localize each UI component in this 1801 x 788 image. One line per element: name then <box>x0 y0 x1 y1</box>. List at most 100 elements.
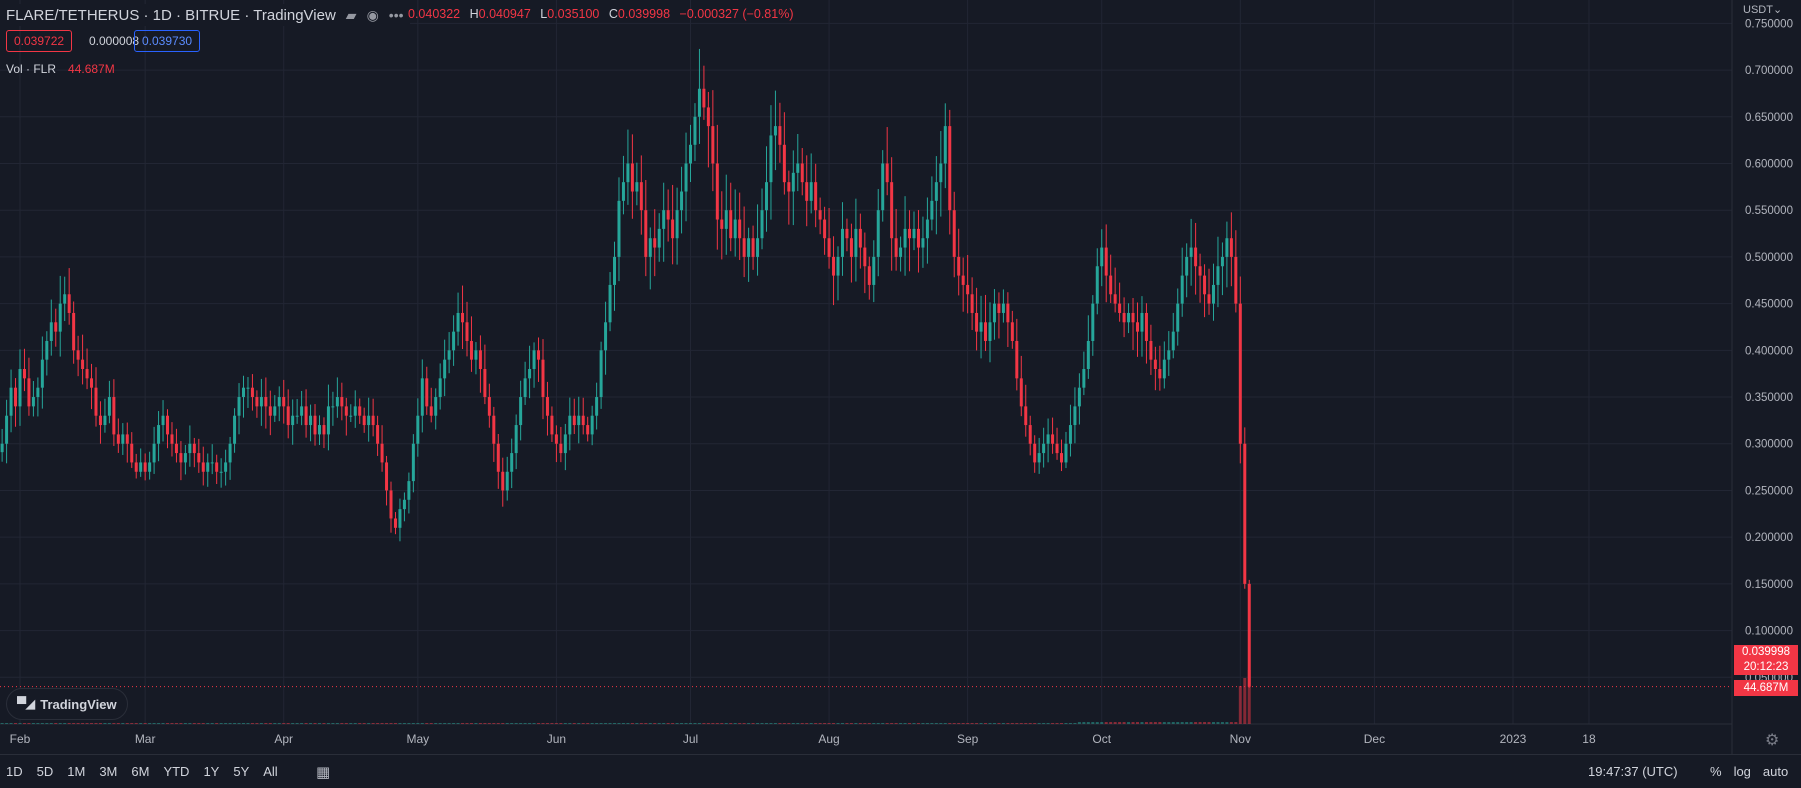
volume-bar <box>666 723 670 724</box>
volume-bar <box>393 723 397 724</box>
timeframe-1y[interactable]: 1Y <box>203 764 220 779</box>
candle-body <box>335 397 339 407</box>
volume-bar <box>1051 723 1055 724</box>
volume-bar <box>143 723 147 724</box>
volume-bar <box>233 723 237 724</box>
volume-bar <box>206 723 210 724</box>
candle-body <box>1122 312 1126 323</box>
candle-body <box>157 425 161 444</box>
candle-body <box>1028 425 1032 444</box>
candle-body <box>970 294 974 313</box>
volume-bar <box>796 723 800 724</box>
volume-bar <box>572 723 576 724</box>
candle-body <box>36 387 40 398</box>
volume-bar <box>979 723 983 724</box>
candle-body <box>671 219 675 239</box>
candle-body <box>76 350 80 360</box>
candle-body <box>840 228 844 257</box>
volume-bar <box>751 723 755 724</box>
timeframe-5y[interactable]: 5Y <box>233 764 250 779</box>
candle-body <box>286 406 290 426</box>
percent-scale-button[interactable]: % <box>1710 764 1722 779</box>
eye-icon[interactable]: ◉ <box>366 6 379 23</box>
flag-icon[interactable]: ▰ <box>345 6 357 23</box>
candle-body <box>1225 238 1229 257</box>
candle-body <box>358 406 362 416</box>
volume-bar <box>519 723 523 724</box>
candle-body <box>215 462 219 472</box>
volume-bar <box>1037 723 1041 724</box>
candle-body <box>939 163 943 183</box>
more-icon[interactable]: ••• <box>388 7 404 23</box>
timeframe-ytd[interactable]: YTD <box>163 764 190 779</box>
timeframe-6m[interactable]: 6M <box>131 764 150 779</box>
volume-bar <box>613 723 617 724</box>
log-scale-button[interactable]: log <box>1733 764 1751 779</box>
buy-button[interactable]: 0.039730 <box>134 30 201 52</box>
volume-bar <box>943 723 947 724</box>
volume-bar <box>939 723 943 724</box>
candle-body <box>1091 303 1095 341</box>
candle-body <box>988 322 992 341</box>
candle-body <box>291 415 295 426</box>
volume-bar <box>134 723 138 724</box>
candle-body <box>438 378 442 398</box>
candle-body <box>621 182 625 201</box>
candle-body <box>242 387 245 398</box>
volume-bar <box>554 723 558 724</box>
volume-bar <box>921 723 925 724</box>
candle-body <box>550 415 554 435</box>
candle-body <box>1001 303 1005 313</box>
candle-body <box>984 322 988 341</box>
x-tick-label: Apr <box>274 732 293 746</box>
candle-body <box>541 359 545 398</box>
volume-bar <box>1225 722 1229 724</box>
sell-button[interactable]: 0.039722 <box>6 30 73 52</box>
tradingview-logo-icon: ▀◢ <box>17 696 35 711</box>
y-tick-label: 0.750000 <box>1745 18 1793 30</box>
gear-icon[interactable]: ⚙ <box>1765 732 1780 749</box>
volume-legend[interactable]: Vol · FLR 44.687M <box>6 62 115 76</box>
timeframe-all[interactable]: All <box>263 764 278 779</box>
volume-bar <box>715 723 719 724</box>
volume-bar <box>840 723 844 724</box>
x-tick-label: Nov <box>1230 732 1251 746</box>
candle-body <box>1077 387 1081 407</box>
candle-body <box>894 238 898 257</box>
candle-body <box>353 406 357 416</box>
volume-bar <box>246 723 250 724</box>
timeframe-1d[interactable]: 1D <box>6 764 23 779</box>
timeframe-3m[interactable]: 3M <box>99 764 118 779</box>
candle-body <box>268 406 272 416</box>
timeframe-1m[interactable]: 1M <box>67 764 86 779</box>
currency-selector[interactable]: USDT⌄ <box>1743 3 1782 16</box>
candle-body <box>148 462 152 472</box>
volume-bar <box>957 723 961 724</box>
timeframe-5d[interactable]: 5D <box>36 764 54 779</box>
volume-bar <box>559 723 563 724</box>
auto-scale-button[interactable]: auto <box>1762 764 1789 779</box>
volume-bar <box>27 723 31 724</box>
volume-bar <box>550 723 554 724</box>
volume-bar <box>581 723 585 724</box>
volume-bar <box>899 723 903 724</box>
volume-bar <box>40 723 44 724</box>
tradingview-logo[interactable]: ▀◢ TradingView <box>6 688 128 720</box>
calendar-icon[interactable]: ▦ <box>316 764 331 781</box>
candle-body <box>18 369 22 407</box>
volume-bar <box>425 723 429 724</box>
symbol-title[interactable]: FLARE/TETHERUS · 1D · BITRUE · TradingVi… <box>6 6 336 24</box>
volume-bar <box>313 723 317 724</box>
candle-body <box>1118 303 1122 313</box>
candle-body <box>402 499 406 510</box>
volume-bar <box>170 723 174 724</box>
volume-bar <box>161 723 165 724</box>
candle-body <box>201 462 205 472</box>
candle-body <box>385 462 389 491</box>
x-tick-label: 2023 <box>1500 732 1527 746</box>
clock[interactable]: 19:47:37 (UTC) <box>1588 764 1678 779</box>
candle-body <box>805 182 809 201</box>
volume-bar <box>626 723 630 724</box>
candle-body <box>309 415 313 426</box>
